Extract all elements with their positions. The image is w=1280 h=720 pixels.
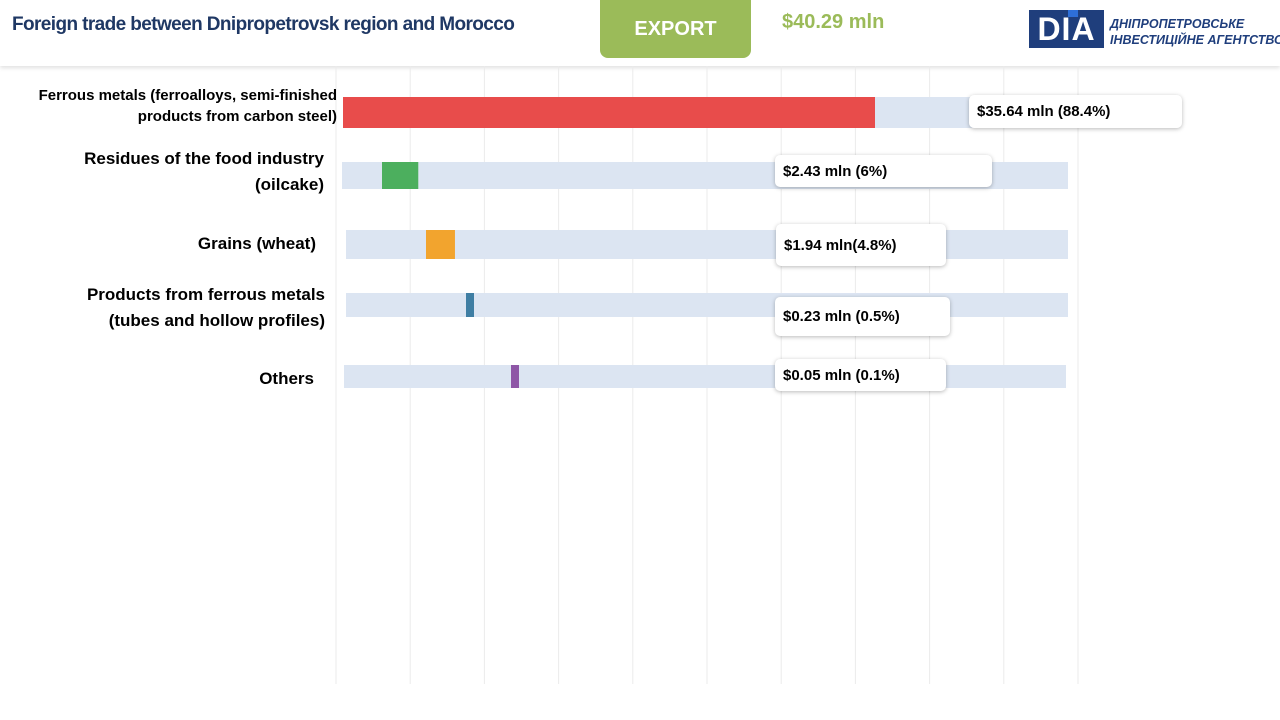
logo-line-2: ІНВЕСТИЦІЙНЕ АГЕНТСТВО <box>1110 33 1280 47</box>
export-button[interactable]: EXPORT <box>600 0 751 58</box>
export-total: $40.29 mln <box>782 11 885 33</box>
category-label-others: Others <box>259 369 314 388</box>
logo-mark: DIA <box>1029 10 1104 48</box>
bar-track <box>346 230 1068 259</box>
bars <box>342 97 1068 388</box>
category-label-line: Ferrous metals (ferroalloys, semi-finish… <box>38 87 337 104</box>
category-label-line: (oilcake) <box>255 175 324 194</box>
category-label-line: Products from ferrous metals <box>86 285 325 304</box>
bar-0 <box>343 97 875 128</box>
data-label-ferrous-products: $0.23 mln (0.5%) <box>775 297 950 336</box>
category-label-line: products from carbon steel) <box>137 108 337 125</box>
page-title: Foreign trade between Dnipropetrovsk reg… <box>12 14 515 35</box>
data-label-ferrous-metals: $35.64 mln (88.4%) <box>969 95 1182 128</box>
category-label-line: (tubes and hollow profiles) <box>108 311 325 330</box>
bar-1 <box>382 162 419 189</box>
data-label-others: $0.05 mln (0.1%) <box>775 359 946 391</box>
bar-3 <box>466 293 474 317</box>
logo-line-1: ДНІПРОПЕТРОВСЬКЕ <box>1110 17 1245 31</box>
header-bar: Foreign trade between Dnipropetrovsk reg… <box>0 0 1280 66</box>
category-label-grains: Grains (wheat) <box>197 234 316 253</box>
category-label-line: Residues of the food industry <box>84 149 324 168</box>
bar-track <box>344 365 1066 388</box>
category-label-food-residues: Residues of the food industry (oilcake) <box>84 146 324 198</box>
category-label-ferrous-products: Products from ferrous metals (tubes and … <box>87 282 325 334</box>
bar-2 <box>426 230 455 259</box>
logo-text: ДНІПРОПЕТРОВСЬКЕ ІНВЕСТИЦІЙНЕ АГЕНТСТВО <box>1110 16 1280 48</box>
logo-accent <box>1068 10 1078 17</box>
data-label-food-residues: $2.43 mln (6%) <box>775 155 992 187</box>
data-label-grains: $1.94 mln(4.8%) <box>776 224 946 266</box>
category-label-ferrous-metals: Ferrous metals (ferroalloys, semi-finish… <box>39 85 337 127</box>
bar-track <box>346 293 1068 317</box>
bar-4 <box>511 365 519 388</box>
